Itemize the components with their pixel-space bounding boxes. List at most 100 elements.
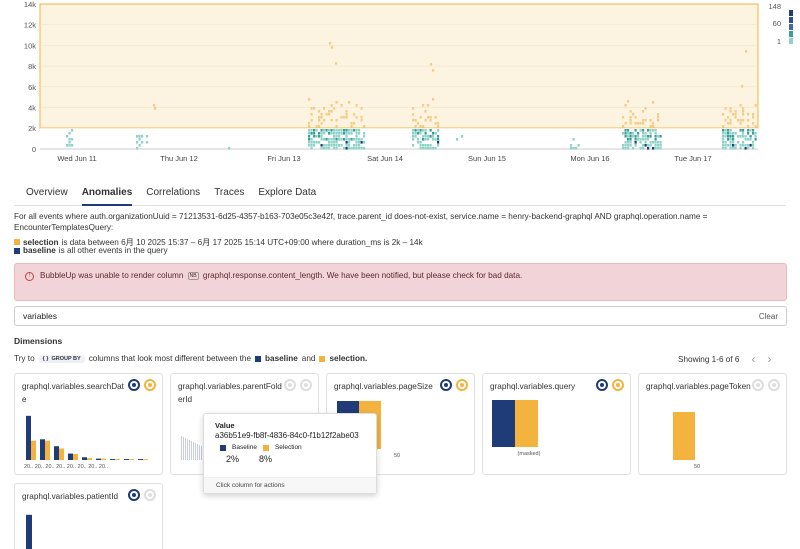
clear-button[interactable]: Clear [758, 311, 778, 321]
baseline-bar[interactable] [185, 438, 186, 460]
heatmap-cell [632, 147, 635, 150]
y-tick-label: 2k [28, 124, 36, 133]
selection-bar[interactable] [73, 454, 78, 460]
baseline-bar[interactable] [68, 453, 73, 460]
heatmap-cell [642, 144, 645, 147]
heatmap-cell [146, 141, 149, 144]
baseline-bar[interactable] [26, 415, 31, 460]
heatmap-cell [752, 122, 755, 125]
card-title: graphql.variables.searchDate [22, 382, 124, 404]
heatmap-cell [412, 129, 415, 132]
heatmap-cell [328, 138, 331, 141]
heatmap-cell [360, 119, 363, 122]
selection-bar[interactable] [673, 412, 695, 460]
dimension-card-searchdate[interactable]: graphql.variables.searchDate 20.. 20.. 2… [14, 373, 163, 475]
baseline-bar[interactable] [183, 437, 184, 460]
baseline-swatch-small [255, 355, 262, 362]
baseline-bar[interactable] [40, 439, 45, 460]
baseline-bar[interactable] [191, 441, 192, 460]
selection-legend: selection is data between 6月 10 2025 15:… [14, 236, 423, 248]
baseline-bar[interactable] [197, 444, 198, 460]
heatmap-cell [747, 138, 750, 141]
baseline-bar[interactable] [195, 443, 196, 460]
heatmap-cell [414, 129, 417, 132]
heatmap-cell [624, 104, 627, 107]
heatmap-cell [437, 138, 440, 141]
heatmap-cell [310, 107, 313, 110]
heatmap-cell [363, 141, 366, 144]
heatmap-cell [742, 119, 745, 122]
heatmap-cell [729, 132, 732, 135]
baseline-bar[interactable] [110, 459, 115, 460]
baseline-bar[interactable] [193, 442, 194, 460]
tab-explore-data[interactable]: Explore Data [258, 187, 317, 198]
heatmap-cell [754, 125, 757, 128]
heatmap-cell [323, 138, 326, 141]
heatmap-cell [742, 113, 745, 116]
heatmap-cell [417, 132, 420, 135]
heatmap-cell [749, 135, 752, 138]
heatmap-cell [136, 141, 139, 144]
heatmap-cell [424, 138, 427, 141]
baseline-bar[interactable] [82, 457, 87, 460]
selection-bar[interactable] [143, 459, 148, 460]
heatmap-cell [742, 129, 745, 132]
baseline-bar[interactable] [181, 436, 182, 460]
tab-traces[interactable]: Traces [214, 187, 245, 198]
baseline-bar[interactable] [124, 459, 129, 460]
heatmap-cell [637, 135, 640, 138]
baseline-bar[interactable] [187, 439, 188, 460]
selection-bar[interactable] [129, 459, 134, 460]
baseline-bar[interactable] [201, 446, 202, 460]
dimension-card-patientid[interactable]: graphql.variables.patientId [14, 483, 163, 549]
heatmap-cell [729, 138, 732, 141]
legend-tick-label: 148 [768, 2, 781, 11]
heatmap-cell [727, 138, 730, 141]
tab-anomalies[interactable]: Anomalies [81, 184, 133, 206]
heatmap-cell [343, 138, 346, 141]
error-alert: ! BubbleUp was unable to render column N… [14, 263, 787, 301]
heatmap-cell [335, 129, 338, 132]
baseline-bar[interactable] [54, 446, 59, 460]
baseline-bar[interactable] [26, 514, 32, 549]
heatmap-chart[interactable]: 14k 12k 10k 8k 6k 4k 2k 0 Wed Jun 11 Thu Jun 12 F… [0, 0, 800, 170]
baseline-bar[interactable] [492, 400, 515, 447]
chevron-left-icon[interactable]: ‹ [751, 352, 756, 366]
heatmap-cell [572, 138, 575, 141]
heatmap-cell [343, 132, 346, 135]
heatmap-cell [622, 125, 625, 128]
baseline-bar[interactable] [138, 459, 143, 460]
card-title: graphql.variables.pageSize [334, 382, 433, 391]
heatmap-cell [429, 116, 432, 119]
tab-correlations[interactable]: Correlations [146, 187, 201, 198]
card-title: graphql.variables.pageToken [646, 382, 751, 391]
selection-bar[interactable] [45, 440, 50, 460]
heatmap-cell [355, 138, 358, 141]
dimension-card-pagetoken[interactable]: graphql.variables.pageToken 50 [638, 373, 787, 475]
selection-bar[interactable] [87, 458, 92, 460]
selection-bar[interactable] [31, 440, 36, 460]
selection-bar[interactable] [515, 400, 538, 447]
chevron-right-icon[interactable]: › [767, 352, 772, 366]
selection-bar[interactable] [101, 458, 106, 460]
heatmap-cell [572, 147, 575, 150]
baseline-bar[interactable] [96, 458, 101, 460]
baseline-bar[interactable] [199, 445, 200, 460]
heatmap-cell [419, 147, 422, 150]
heatmap-cell [353, 144, 356, 147]
selection-bar[interactable] [59, 448, 64, 461]
heatmap-cell [642, 138, 645, 141]
dimension-card-query[interactable]: graphql.variables.query (masked) [482, 373, 631, 475]
heatmap-cell [722, 113, 725, 116]
heatmap-cell [333, 147, 336, 150]
baseline-bar[interactable] [189, 440, 190, 460]
heatmap-cell [729, 119, 732, 122]
heatmap-cell [739, 147, 742, 150]
selection-bar[interactable] [115, 459, 120, 460]
heatmap-cell [654, 138, 657, 141]
heatmap-cell [348, 147, 351, 150]
heatmap-cell [734, 147, 737, 150]
heatmap-cell [310, 141, 313, 144]
tab-overview[interactable]: Overview [26, 187, 68, 198]
search-input[interactable] [23, 311, 759, 321]
